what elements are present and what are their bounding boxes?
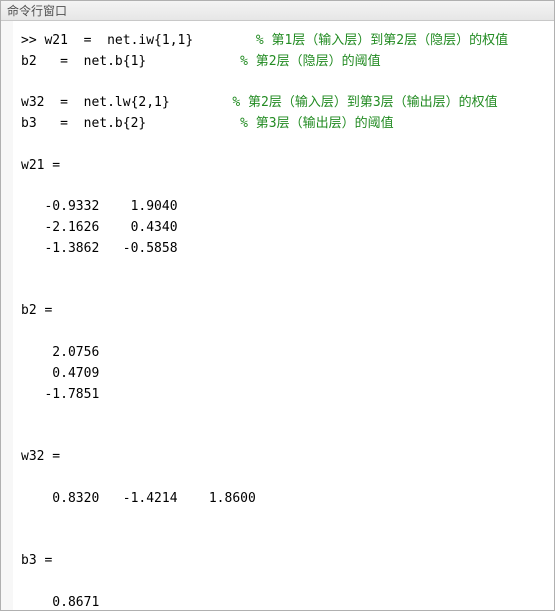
- comment: % 第1层（输入层）到第2层（隐层）的权值: [256, 33, 508, 48]
- blank-line: [21, 135, 554, 156]
- blank-line: [21, 260, 554, 281]
- assignment: w21 = net.iw{1,1}: [44, 33, 193, 48]
- comment: % 第2层（隐层）的阈值: [240, 54, 380, 69]
- output-varname: b2 =: [21, 301, 554, 322]
- pad: [170, 95, 233, 110]
- output-row: -2.1626 0.4340: [21, 218, 554, 239]
- blank-line: [21, 530, 554, 551]
- output-varname: w21 =: [21, 156, 554, 177]
- output-row: -1.7851: [21, 385, 554, 406]
- pad: [146, 116, 240, 131]
- output-row: 0.8320 -1.4214 1.8600: [21, 489, 554, 510]
- command-line: b3 = net.b{2} % 第3层（输出层）的阈值: [21, 114, 554, 135]
- output-row: 0.8671: [21, 593, 554, 610]
- output-row: 0.4709: [21, 364, 554, 385]
- command-line: w32 = net.lw{2,1} % 第2层（输入层）到第3层（输出层）的权值: [21, 93, 554, 114]
- command-window: 命令行窗口 >> w21 = net.iw{1,1} % 第1层（输入层）到第2…: [0, 0, 555, 611]
- prompt: >>: [21, 33, 44, 48]
- console-output[interactable]: >> w21 = net.iw{1,1} % 第1层（输入层）到第2层（隐层）的…: [1, 21, 554, 610]
- window-title: 命令行窗口: [7, 4, 67, 18]
- window-titlebar: 命令行窗口: [1, 1, 554, 21]
- blank-line: [21, 73, 554, 94]
- comment: % 第3层（输出层）的阈值: [240, 116, 393, 131]
- assignment: w32 = net.lw{2,1}: [21, 95, 170, 110]
- blank-line: [21, 405, 554, 426]
- comment: % 第2层（输入层）到第3层（输出层）的权值: [232, 95, 497, 110]
- blank-line: [21, 281, 554, 302]
- command-line: b2 = net.b{1} % 第2层（隐层）的阈值: [21, 52, 554, 73]
- blank-line: [21, 572, 554, 593]
- assignment: b3 = net.b{2}: [21, 116, 146, 131]
- blank-line: [21, 468, 554, 489]
- output-row: 2.0756: [21, 343, 554, 364]
- output-row: -1.3862 -0.5858: [21, 239, 554, 260]
- blank-line: [21, 509, 554, 530]
- pad: [146, 54, 240, 69]
- output-varname: b3 =: [21, 551, 554, 572]
- blank-line: [21, 322, 554, 343]
- blank-line: [21, 177, 554, 198]
- output-row: -0.9332 1.9040: [21, 197, 554, 218]
- blank-line: [21, 426, 554, 447]
- output-varname: w32 =: [21, 447, 554, 468]
- pad: [193, 33, 256, 48]
- command-line: >> w21 = net.iw{1,1} % 第1层（输入层）到第2层（隐层）的…: [21, 31, 554, 52]
- assignment: b2 = net.b{1}: [21, 54, 146, 69]
